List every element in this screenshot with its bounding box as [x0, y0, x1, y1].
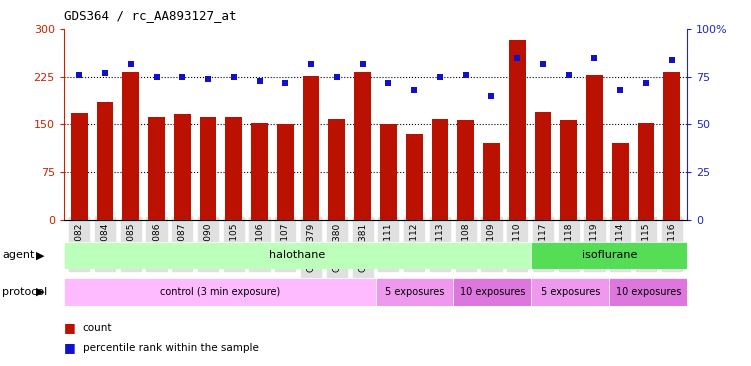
Text: 5 exposures: 5 exposures [541, 287, 600, 297]
Bar [532, 278, 609, 306]
Text: ■: ■ [64, 321, 76, 334]
Point [228, 74, 240, 80]
Point [485, 93, 497, 99]
Bar [122, 72, 139, 220]
Point [382, 80, 394, 86]
Point [640, 80, 652, 86]
Bar [560, 120, 577, 220]
Bar [225, 117, 243, 220]
Text: halothane: halothane [270, 250, 326, 260]
Text: percentile rank within the sample: percentile rank within the sample [83, 343, 258, 353]
Point [125, 61, 137, 67]
Bar [328, 119, 345, 220]
Text: 10 exposures: 10 exposures [616, 287, 681, 297]
Bar [406, 134, 423, 220]
Bar [252, 123, 268, 220]
Bar [483, 143, 499, 220]
Point [408, 87, 420, 93]
Point [254, 78, 266, 83]
Point [202, 76, 214, 82]
Bar [609, 278, 687, 306]
Bar [612, 143, 629, 220]
Bar [532, 242, 687, 269]
Point [665, 57, 677, 63]
Bar [380, 124, 397, 220]
Bar [457, 120, 474, 220]
Bar [64, 278, 376, 306]
Bar [508, 40, 526, 220]
Bar [376, 278, 454, 306]
Bar [97, 102, 113, 220]
Bar [586, 75, 603, 220]
Point [305, 61, 317, 67]
Point [434, 74, 446, 80]
Text: protocol: protocol [2, 287, 47, 297]
Bar [454, 278, 532, 306]
Point [589, 55, 601, 61]
Bar [277, 124, 294, 220]
Bar [148, 117, 165, 220]
Text: isoflurane: isoflurane [581, 250, 637, 260]
Text: ▶: ▶ [36, 250, 44, 260]
Text: ■: ■ [64, 341, 76, 354]
Text: control (3 min exposure): control (3 min exposure) [159, 287, 280, 297]
Bar [200, 117, 216, 220]
Point [614, 87, 626, 93]
Bar [638, 123, 654, 220]
Bar [663, 72, 680, 220]
Point [279, 80, 291, 86]
Text: 10 exposures: 10 exposures [460, 287, 525, 297]
Bar [64, 242, 532, 269]
Text: agent: agent [2, 250, 35, 260]
Text: count: count [83, 322, 112, 333]
Text: 5 exposures: 5 exposures [385, 287, 444, 297]
Bar [71, 113, 88, 220]
Bar [174, 114, 191, 220]
Point [537, 61, 549, 67]
Text: ▶: ▶ [36, 287, 44, 297]
Point [357, 61, 369, 67]
Bar [432, 119, 448, 220]
Point [176, 74, 189, 80]
Point [460, 72, 472, 78]
Point [562, 72, 575, 78]
Text: GDS364 / rc_AA893127_at: GDS364 / rc_AA893127_at [64, 9, 237, 22]
Bar [535, 112, 551, 220]
Point [99, 70, 111, 76]
Bar [303, 76, 319, 220]
Point [74, 72, 86, 78]
Point [150, 74, 162, 80]
Point [331, 74, 343, 80]
Point [511, 55, 523, 61]
Bar [354, 72, 371, 220]
